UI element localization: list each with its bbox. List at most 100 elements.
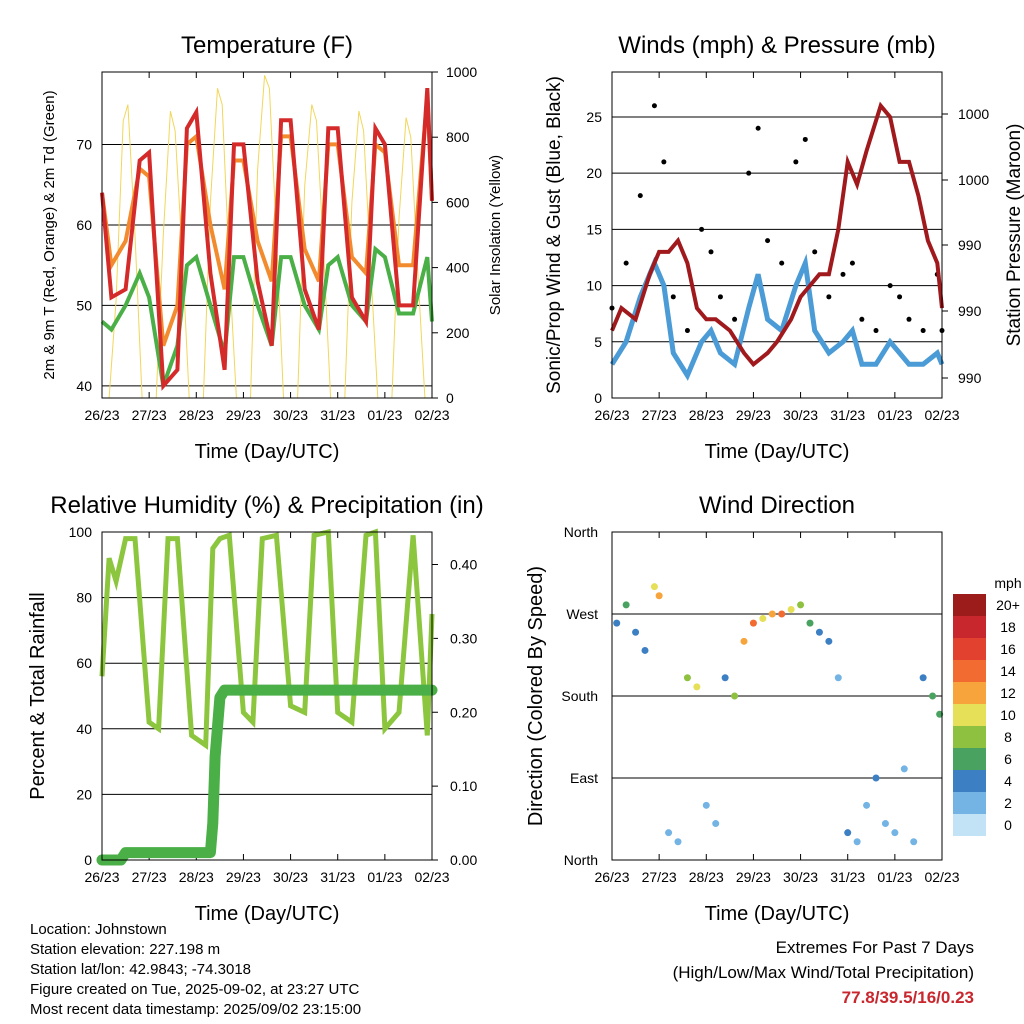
station-info: Location: Johnstown Station elevation: 2… [30,920,361,1020]
elevation-text: Station elevation: 227.198 m [30,941,221,958]
x-tick-label: 31/23 [320,407,355,423]
y-tick-label: South [561,688,598,704]
extremes-title: Extremes For Past 7 Days [775,938,974,957]
colorbar-swatch [953,770,986,792]
direction-point [834,674,842,682]
y2-tick-label: 800 [446,129,470,145]
x-tick-label: 01/23 [877,869,912,885]
colorbar-label: 4 [1004,773,1012,789]
direction-point [665,829,673,837]
y2-tick-label: 990 [958,303,982,319]
gust-point [637,193,643,199]
precip-line [96,684,438,866]
colorbar-swatch [953,638,986,660]
rh-line [99,528,435,750]
direction-point [891,829,899,837]
x-tick-label: 30/23 [783,869,818,885]
x-tick-label: 28/23 [689,869,724,885]
y-tick-label: 10 [586,278,602,294]
solar-ylabel: Solar Insolation (Yellow) [487,155,504,315]
x-tick-label: 02/23 [414,407,449,423]
colorbar-swatch [953,616,986,638]
plot-frame [611,531,943,861]
direction-point [853,838,861,846]
direction-point [674,838,682,846]
direction-point [740,637,748,645]
gust-point [793,159,799,165]
gust-point [802,136,808,142]
direction-point [900,765,908,773]
x-tick-label: 28/23 [179,407,214,423]
y2-tick-label: 990 [958,370,982,386]
direction-point [683,674,691,682]
x-tick-label: 01/23 [367,869,402,885]
direction-xlabel: Time (Day/UTC) [705,903,850,925]
colorbar-label: 12 [1000,685,1016,701]
y-tick-label: 80 [76,590,92,606]
y-tick-label: 70 [76,136,92,152]
y-tick-label: 15 [586,221,602,237]
y2-tick-label: 0.00 [450,852,477,868]
plot-frame [611,71,943,399]
x-tick-label: 26/23 [594,869,629,885]
y-tick-label: North [564,524,598,540]
direction-point [872,774,880,782]
colorbar-label: 20+ [996,597,1020,613]
y-tick-label: 25 [586,109,602,125]
y2-tick-label: 0.30 [450,630,477,646]
recent-text: Most recent data timestamp: 2025/09/02 2… [30,1001,362,1018]
humidity-title: Relative Humidity (%) & Precipitation (i… [50,492,483,519]
direction-point [787,605,795,613]
colorbar-swatch [953,726,986,748]
direction-point [632,628,640,636]
humidity-ylabel: Percent & Total Rainfall [27,592,49,800]
x-tick-label: 31/23 [830,407,865,423]
colorbar-swatch [953,748,986,770]
y-tick-label: 40 [76,378,92,394]
colorbar-swatch [953,594,986,616]
temperature-title: Temperature (F) [181,32,353,59]
y-tick-label: East [570,770,598,786]
gust-point [755,125,761,131]
y2-tick-label: 0.20 [450,704,477,720]
x-tick-label: 29/23 [736,869,771,885]
x-tick-label: 01/23 [367,407,402,423]
y2-tick-label: 600 [446,194,470,210]
colorbar-label: 2 [1004,795,1012,811]
winds-xlabel: Time (Day/UTC) [705,441,850,463]
x-tick-label: 28/23 [689,407,724,423]
x-tick-label: 31/23 [830,869,865,885]
y2-tick-label: 200 [446,325,470,341]
colorbar-swatch [953,792,986,814]
direction-point [797,601,805,609]
y-tick-label: 20 [76,786,92,802]
wind-line [609,253,945,381]
y-tick-label: North [564,852,598,868]
colorbar-label: 0 [1004,817,1012,833]
direction-point [768,610,776,618]
gust-point [661,159,667,165]
y-tick-label: 40 [76,721,92,737]
x-tick-label: 30/23 [273,407,308,423]
direction-ylabel: Direction (Colored By Speed) [525,566,547,826]
gust-point [840,271,846,277]
gust-point [746,170,752,176]
y2-tick-label: 990 [958,237,982,253]
pressure-ylabel: Station Pressure (Maroon) [1004,124,1024,347]
direction-point [806,619,814,627]
x-tick-label: 29/23 [226,407,261,423]
direction-point [721,674,729,682]
colorbar-title: mph [994,575,1021,591]
y-tick-label: 5 [594,334,602,350]
direction-point [613,619,621,627]
x-tick-label: 28/23 [179,869,214,885]
extremes-subtitle: (High/Low/Max Wind/Total Precipitation) [672,963,974,982]
x-tick-label: 26/23 [594,407,629,423]
extremes-values: 77.8/39.5/16/0.23 [841,988,974,1007]
y-tick-label: 0 [594,390,602,406]
direction-point [778,610,786,618]
winds-title: Winds (mph) & Pressure (mb) [618,32,935,59]
gust-point [826,294,832,300]
plot-frame [101,531,433,861]
